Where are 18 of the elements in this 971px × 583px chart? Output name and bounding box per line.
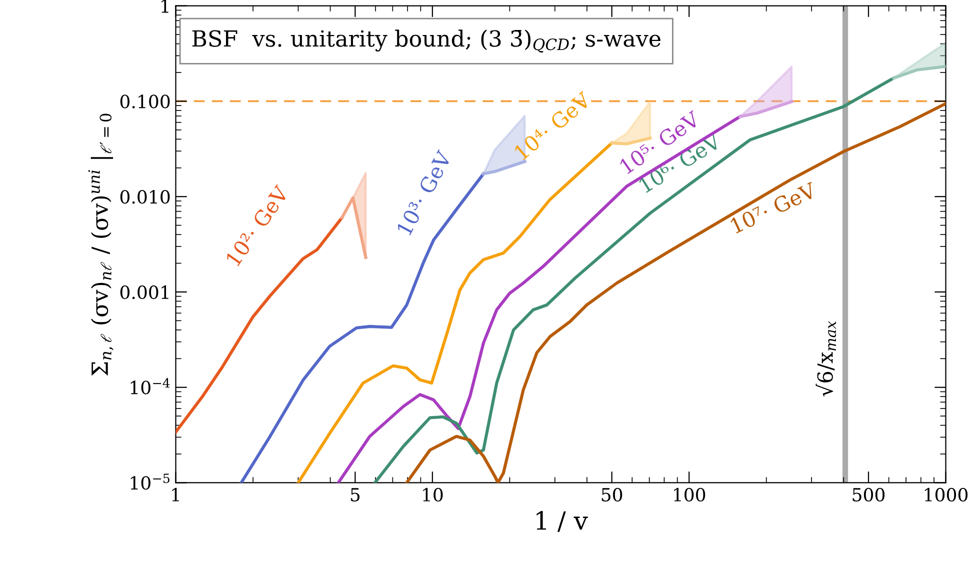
x-tick-label: 10 [423, 488, 443, 502]
x-axis-title: 1 / v [536, 511, 588, 532]
y-tick-label: 0.100 [120, 94, 170, 108]
y-tick-label: 0.010 [120, 190, 170, 204]
x-tick-label: 5 [350, 488, 360, 502]
y-tick-label: 10$^{−4}$ [130, 378, 170, 394]
y-tick-label: 0.001 [120, 285, 168, 300]
x-tick-label: 500 [852, 488, 885, 502]
ref-line-label: √6/x$_{max}$ [816, 321, 836, 396]
x-tick-label: 100 [674, 488, 706, 502]
text: 10³· GeV [396, 149, 452, 236]
text: BSF vs. unitarity bound; (3 3̄)$_{QCD}$; s-wave [192, 30, 660, 53]
text: 10⁷· GeV [730, 182, 818, 234]
x-tick-label: 50 [602, 488, 622, 502]
x-tick-label: 1 [172, 488, 179, 502]
x-tick-label: 1000 [924, 488, 968, 502]
y-tick-label: 10$^{−5}$ [130, 474, 170, 490]
y-axis-title: Σ$_{n,ℓ}$ (σv)$_{nℓ}$ / (σv)$^{uni}$ |$_{ℓ′=0}$ [88, 114, 114, 376]
